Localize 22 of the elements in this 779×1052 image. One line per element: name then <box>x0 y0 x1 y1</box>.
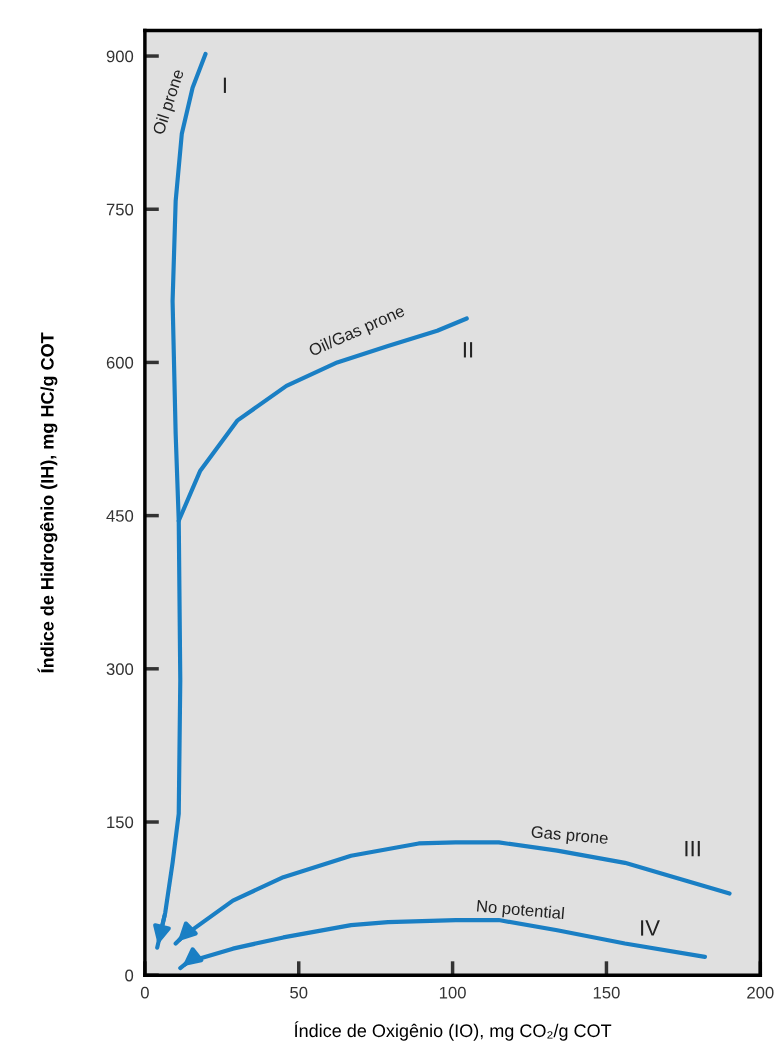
x-tick-label: 150 <box>593 986 620 999</box>
y-tick-label: 300 <box>106 663 134 676</box>
x-tick-label: 100 <box>439 986 466 999</box>
y-tick-label: 900 <box>106 50 134 63</box>
annotation: Oil/Gas prone <box>307 304 407 360</box>
y-tick-label: 150 <box>107 816 134 829</box>
annotation: Gas prone <box>530 825 609 848</box>
annotation: Oil prone <box>151 68 188 137</box>
annotation: III <box>685 840 700 857</box>
y-tick-label: 750 <box>106 203 134 216</box>
annotation: II <box>463 342 473 358</box>
x-axis-title: Índice de Oxigênio (IO), mg CO₂/g COT <box>294 1021 612 1041</box>
annotation: I <box>223 77 226 93</box>
annotation: No potential <box>476 899 565 923</box>
y-tick-label: 0 <box>125 969 134 982</box>
x-tick-label: 0 <box>140 986 149 999</box>
annotation: IV <box>641 920 660 936</box>
y-axis-title: Índice de Hidrogênio (IH), mg HC/g COT <box>37 332 58 673</box>
y-tick-label: 600 <box>106 356 134 369</box>
x-tick-label: 200 <box>747 986 774 999</box>
x-tick-label: 50 <box>290 986 308 999</box>
y-tick-label: 450 <box>106 510 134 522</box>
